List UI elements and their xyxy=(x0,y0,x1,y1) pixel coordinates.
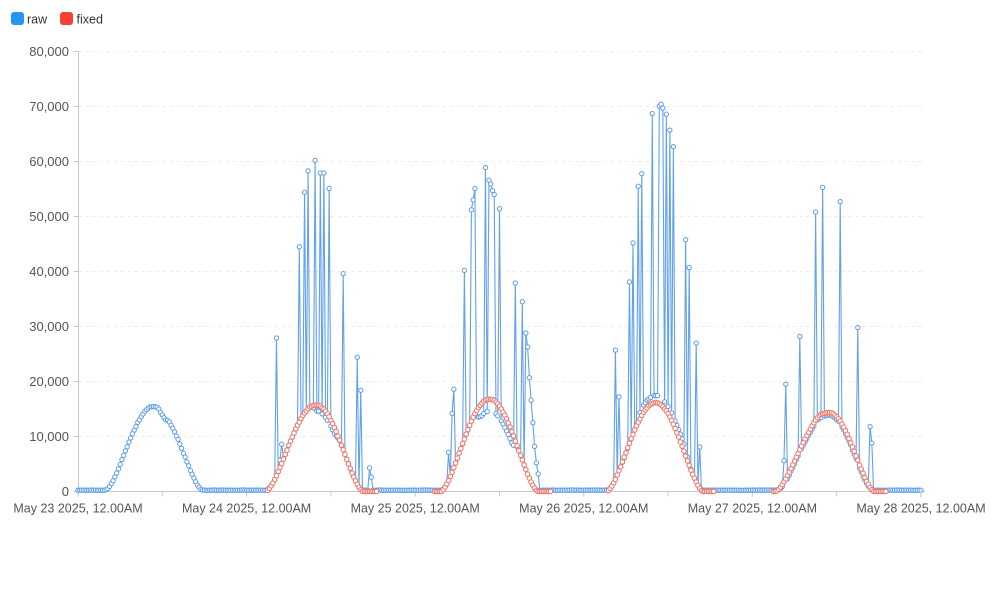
svg-text:May 26 2025, 12.00AM: May 26 2025, 12.00AM xyxy=(519,502,648,516)
svg-text:May 23 2025, 12.00AM: May 23 2025, 12.00AM xyxy=(13,502,142,516)
svg-text:May 28 2025, 12.00AM: May 28 2025, 12.00AM xyxy=(856,502,985,516)
svg-text:raw: raw xyxy=(27,13,48,27)
svg-text:30,000: 30,000 xyxy=(29,319,69,334)
svg-text:70,000: 70,000 xyxy=(29,99,69,114)
svg-text:fixed: fixed xyxy=(77,13,103,27)
svg-text:May 24 2025, 12.00AM: May 24 2025, 12.00AM xyxy=(182,502,311,516)
svg-text:20,000: 20,000 xyxy=(29,374,69,389)
svg-text:50,000: 50,000 xyxy=(29,209,69,224)
svg-text:40,000: 40,000 xyxy=(29,264,69,279)
svg-text:0: 0 xyxy=(62,484,69,499)
svg-text:10,000: 10,000 xyxy=(29,429,69,444)
svg-text:80,000: 80,000 xyxy=(29,44,69,59)
svg-text:May 25 2025, 12.00AM: May 25 2025, 12.00AM xyxy=(351,502,480,516)
svg-text:60,000: 60,000 xyxy=(29,154,69,169)
svg-text:May 27 2025, 12.00AM: May 27 2025, 12.00AM xyxy=(688,502,817,516)
